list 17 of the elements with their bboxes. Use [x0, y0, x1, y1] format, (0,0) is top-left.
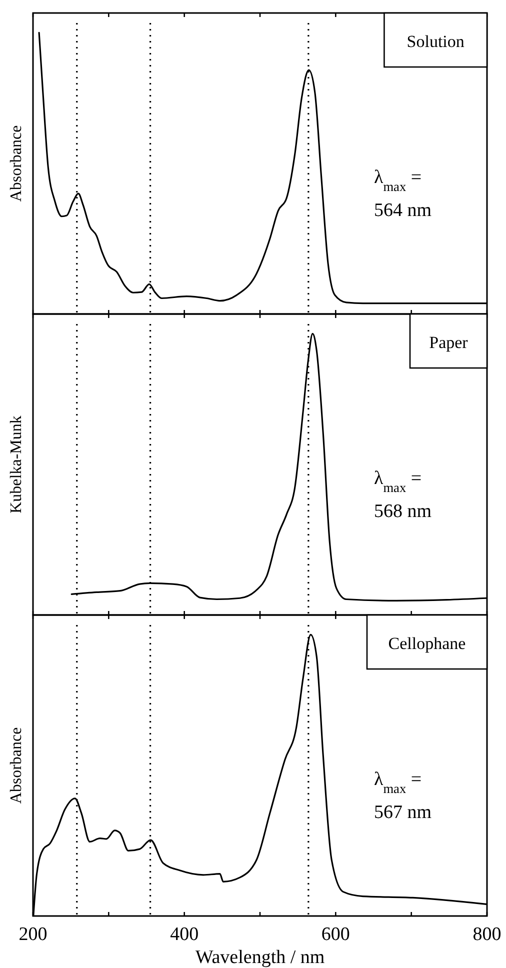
chart-title: Paper: [429, 333, 468, 352]
chart-title: Solution: [406, 32, 465, 51]
x-axis-title: Wavelength / nm: [195, 947, 325, 968]
annotation: 568 nm: [374, 501, 432, 522]
chart-title: Cellophane: [388, 634, 466, 653]
x-tick-label: 200: [18, 924, 48, 945]
annotation: λ$_{max}$ =: [374, 769, 422, 796]
x-tick-label: 600: [321, 924, 350, 945]
annotation: 564 nm: [374, 200, 432, 221]
y-axis-title: Absorbance: [8, 125, 25, 202]
annotation: 567 nm: [374, 802, 432, 823]
annotation: λ$_{max}$ =: [374, 167, 422, 194]
annotation: λ$_{max}$ =: [374, 468, 422, 494]
y-axis-title: Kubelka-Munk: [8, 416, 25, 514]
x-tick-label: 800: [472, 924, 502, 945]
x-tick-label: 400: [170, 924, 199, 945]
y-axis-title: Absorbance: [8, 727, 25, 804]
